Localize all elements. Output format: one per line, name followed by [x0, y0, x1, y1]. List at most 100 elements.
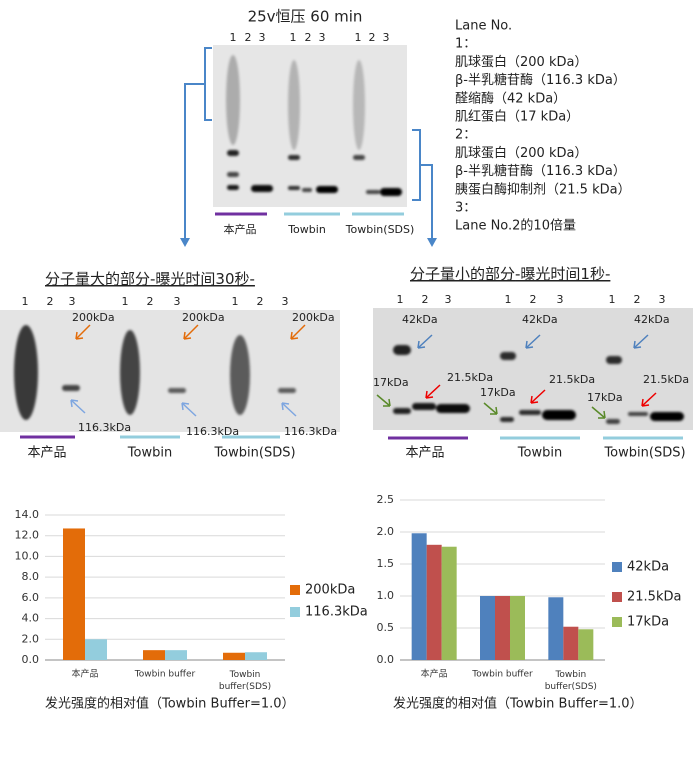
lane-note: 肌红蛋白（17 kDa）	[455, 109, 579, 125]
lane-note: 2：	[455, 128, 476, 143]
pointer-arrow	[483, 402, 498, 415]
y-tick-label: 1.5	[377, 557, 395, 570]
lane-number: 3	[69, 295, 76, 308]
y-tick-label: 1.0	[377, 589, 395, 602]
legend-label: 21.5kDa	[627, 590, 681, 605]
group-label: Towbin	[287, 223, 326, 236]
lane-note: 肌球蛋白（200 kDa）	[455, 54, 587, 70]
band	[316, 186, 338, 193]
connectors	[184, 47, 433, 240]
group-label: 本产品	[27, 446, 66, 461]
pointer-arrow	[633, 334, 649, 349]
lane-note: 醛缩酶（42 kDa）	[455, 90, 566, 106]
pointer-arrow	[376, 394, 391, 407]
x-tick-label: 本产品	[421, 668, 448, 680]
y-tick-label: 6.0	[22, 591, 40, 604]
lane-notes: Lane No. 1： 肌球蛋白（200 kDa） β-半乳糖苷酶（116.3 kDa…	[455, 19, 631, 234]
legend-label: 17kDa	[627, 615, 669, 630]
bracket	[204, 47, 212, 121]
marker-label: 116.3kDa	[186, 425, 239, 438]
pointer-arrow	[425, 384, 441, 399]
marker-label: 42kDa	[522, 313, 558, 326]
bar	[548, 597, 564, 660]
legend-swatch	[612, 617, 622, 627]
pointer-arrow	[591, 406, 606, 419]
y-tick-label: 8.0	[22, 570, 40, 583]
band	[288, 60, 300, 150]
x-tick-label: Towbin buffer	[471, 670, 533, 680]
band	[500, 417, 514, 422]
marker-label: 200kDa	[182, 311, 225, 324]
lane-number: 3	[659, 293, 666, 306]
bar	[223, 652, 245, 660]
legend-swatch	[612, 592, 622, 602]
group-label: 本产品	[405, 446, 444, 461]
band	[542, 410, 576, 420]
band	[227, 185, 239, 190]
legend-label: 116.3kDa	[305, 605, 368, 620]
lane-number: 1	[232, 295, 239, 308]
pointer-arrow	[181, 402, 197, 417]
y-tick-label: 12.0	[15, 529, 40, 542]
lane-number: 2	[634, 293, 641, 306]
lane-note: 3：	[455, 201, 476, 216]
bar	[143, 650, 165, 660]
group-label: Towbin(SDS)	[345, 223, 415, 236]
band	[500, 352, 516, 360]
marker-label: 200kDa	[72, 311, 115, 324]
band	[393, 408, 411, 414]
band	[606, 356, 622, 364]
arrow-head	[180, 238, 437, 247]
lane-number: 3	[282, 295, 289, 308]
marker-label: 21.5kDa	[643, 373, 689, 386]
lane-number: 3	[259, 31, 266, 44]
bar	[85, 639, 107, 660]
y-tick-label: 2.0	[377, 525, 395, 538]
lane-number: 2	[305, 31, 312, 44]
pointer-arrow	[70, 399, 86, 414]
lane-note: Lane No.	[455, 19, 512, 34]
section-title: 分子量大的部分-曝光时间30秒-	[45, 270, 255, 288]
marker-label: 17kDa	[480, 386, 516, 399]
y-tick-label: 0.0	[22, 653, 40, 666]
lane-number: 1	[609, 293, 616, 306]
band	[226, 55, 240, 145]
y-tick-label: 0.5	[377, 621, 395, 634]
pointer-arrow	[641, 392, 657, 407]
x-tick-label: Towbin buffer	[134, 670, 196, 680]
band	[14, 325, 38, 420]
band	[302, 188, 312, 192]
lane-note: Lane No.2的10倍量	[455, 218, 576, 234]
lane-number: 3	[383, 31, 390, 44]
marker-label: 42kDa	[634, 313, 670, 326]
legend-label: 42kDa	[627, 560, 669, 575]
pointer-arrow	[75, 324, 91, 340]
title-main: 分子量小的部分	[410, 265, 515, 283]
marker-label: 21.5kDa	[447, 371, 493, 384]
blot-image	[213, 45, 407, 207]
marker-label: 42kDa	[402, 313, 438, 326]
band	[62, 385, 80, 391]
band	[380, 188, 402, 196]
band	[278, 388, 296, 393]
x-tick-label: Towbin buffer(SDS)	[545, 670, 597, 692]
band	[251, 185, 273, 192]
lane-number: 2	[530, 293, 537, 306]
y-tick-label: 2.5	[377, 493, 395, 506]
bar	[63, 528, 85, 660]
band	[366, 190, 380, 194]
group-label: Towbin(SDS)	[213, 446, 295, 461]
lane-note: β-半乳糖苷酶（116.3 kDa）	[455, 72, 626, 88]
lane-number: 2	[147, 295, 154, 308]
bar	[510, 596, 525, 660]
lane-number: 2	[422, 293, 429, 306]
band	[606, 419, 620, 424]
lane-note: 胰蛋白酶抑制剂（21.5 kDa）	[455, 181, 631, 197]
x-tick-label: Towbin buffer(SDS)	[219, 670, 271, 692]
chart-caption: 发光强度的相对值（Towbin Buffer=1.0）	[393, 696, 643, 712]
group-label: Towbin	[127, 446, 172, 461]
bar	[411, 533, 427, 660]
bands	[14, 55, 684, 424]
bar	[578, 629, 594, 660]
